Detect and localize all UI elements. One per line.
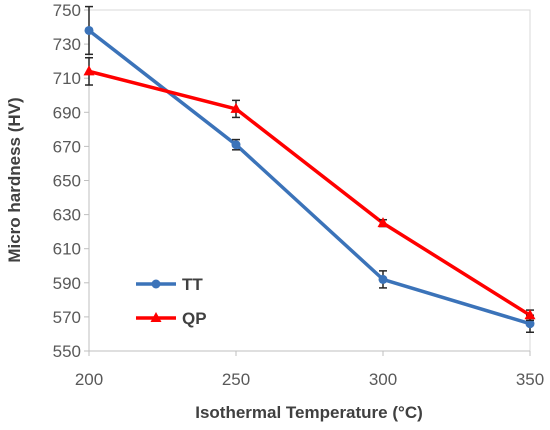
legend-qp-label: QP	[182, 309, 207, 328]
y-tick-label: 690	[53, 103, 81, 122]
y-tick-label: 730	[53, 35, 81, 54]
plot-area-border	[88, 9, 531, 352]
y-tick-label: 650	[53, 172, 81, 191]
x-tick-label: 250	[222, 370, 250, 389]
y-tick-label: 590	[53, 274, 81, 293]
x-tick-label: 300	[369, 370, 397, 389]
series-qp-point	[524, 309, 536, 320]
legend-tt-label: TT	[182, 275, 203, 294]
series-qp-point	[230, 102, 242, 113]
x-tick-label: 350	[516, 370, 544, 389]
y-tick-label: 610	[53, 240, 81, 259]
y-axis-title: Micro hardness (HV)	[5, 97, 24, 262]
series-tt-point	[84, 25, 94, 35]
y-tick-label: 570	[53, 308, 81, 327]
y-tick-label: 670	[53, 137, 81, 156]
y-tick-label: 550	[53, 342, 81, 361]
series-tt-point	[525, 319, 535, 329]
y-tick-label: 750	[53, 1, 81, 20]
x-axis-title: Isothermal Temperature (°C)	[195, 403, 423, 422]
series-tt-point	[231, 140, 241, 150]
legend-qp-marker	[150, 312, 162, 322]
legend-tt-marker	[151, 279, 161, 289]
y-tick-label: 710	[53, 69, 81, 88]
series-qp-point	[83, 65, 95, 76]
series-qp-point	[377, 217, 389, 228]
series-tt-point	[378, 274, 388, 284]
series-qp-line	[88, 69, 531, 317]
series-tt-line	[87, 29, 531, 326]
y-tick-label: 630	[53, 206, 81, 225]
x-tick-label: 200	[75, 370, 103, 389]
